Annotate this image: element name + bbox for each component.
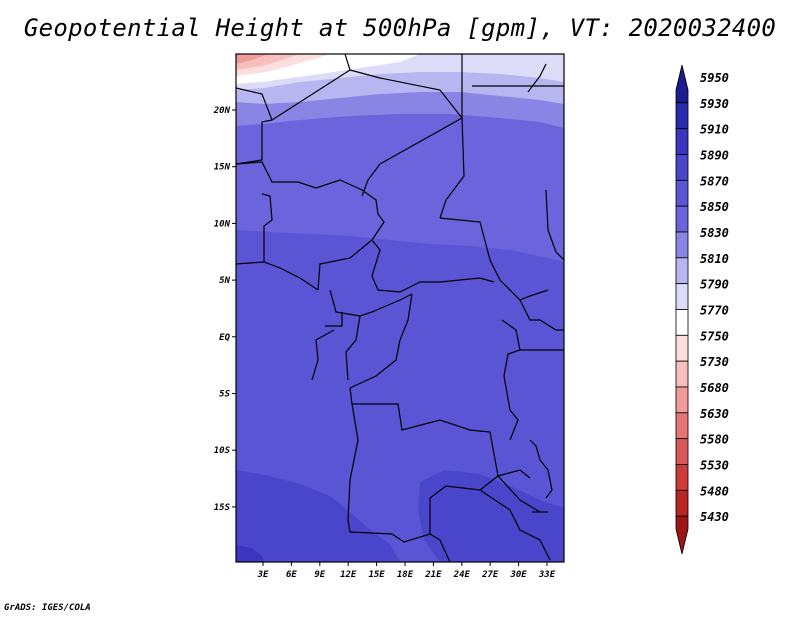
colorbar-swatch <box>675 64 689 104</box>
colorbar-label: 5790 <box>700 278 729 292</box>
border-line <box>236 161 385 241</box>
colorbar-label: 5680 <box>700 381 729 395</box>
colorbar-label: 5750 <box>700 329 729 343</box>
lon-tick-label: 30E <box>509 570 527 580</box>
lat-tick-label: 20N <box>213 106 231 116</box>
colorbar-label: 5730 <box>700 355 729 369</box>
colorbar-swatch <box>675 309 689 336</box>
colorbar-swatch <box>675 179 689 207</box>
border-line <box>349 531 451 562</box>
colorbar-swatch <box>675 438 689 465</box>
colorbar-swatch <box>675 205 689 233</box>
lat-tick-label: EQ <box>219 333 230 343</box>
border-line <box>345 315 361 381</box>
colorbar-swatch <box>675 360 689 388</box>
lat-tick-label: 5N <box>219 276 230 286</box>
colorbar-label: 5770 <box>700 304 729 318</box>
border-line <box>439 217 549 301</box>
colorbar-label: 5530 <box>700 459 729 473</box>
field-5910 <box>236 545 264 562</box>
colorbar-label: 5580 <box>700 433 729 447</box>
border-line <box>349 387 499 499</box>
colorbar-swatch <box>675 128 689 155</box>
lon-tick-label: 12E <box>340 570 357 580</box>
country-borders <box>236 54 564 562</box>
height-field <box>236 54 564 562</box>
footer-credit: GrADS: IGES/COLA <box>4 603 91 613</box>
border-line <box>371 239 440 293</box>
field-5890-southeast <box>418 470 564 562</box>
lat-tick-label: 10N <box>214 219 231 229</box>
border-line <box>497 469 531 479</box>
lon-tick-label: 27E <box>481 570 499 580</box>
border-line <box>317 239 373 291</box>
border-line <box>479 489 551 561</box>
colorbar-swatch <box>675 154 689 181</box>
colorbar-swatch <box>675 102 689 130</box>
lon-tick-label: 6E <box>286 570 297 580</box>
colorbar-label: 5810 <box>700 252 729 266</box>
lat-tick-label: 5S <box>219 390 230 400</box>
colorbar-swatch <box>675 515 689 555</box>
border-line <box>529 439 553 499</box>
colorbar-swatch <box>675 334 689 362</box>
border-line <box>503 375 519 441</box>
border-line <box>439 117 465 219</box>
longitude-axis: 3E 6E 9E 12E 15E 18E 21E 24E 27E 30E 33E <box>257 562 556 580</box>
lon-tick-label: 21E <box>424 570 442 580</box>
lon-tick-label: 24E <box>453 570 471 580</box>
colorbar-label: 5430 <box>700 510 729 524</box>
chart-title: Geopotential Height at 500hPa [gpm], VT:… <box>23 14 777 42</box>
lon-tick-label: 33E <box>538 570 556 580</box>
border-line <box>349 54 463 120</box>
colorbar-swatch <box>675 464 689 491</box>
colorbar-label: 5850 <box>700 200 729 214</box>
border-line <box>349 293 413 389</box>
lon-tick-label: 3E <box>257 570 269 580</box>
border-line <box>261 193 273 262</box>
lon-tick-label: 18E <box>397 570 414 580</box>
border-line <box>527 63 547 93</box>
latitude-axis: 20N 15N 10N 5N EQ 5S 10S 15S <box>213 106 236 513</box>
border-line <box>545 189 564 261</box>
border-line <box>519 299 564 331</box>
colorbar-label: 5480 <box>700 484 729 498</box>
colorbar-label: 5630 <box>700 407 729 421</box>
colorbar-swatch <box>675 489 689 517</box>
border-line <box>439 277 495 283</box>
lat-tick-label: 15S <box>214 503 231 513</box>
lon-tick-label: 9E <box>314 570 325 580</box>
colorbar-swatch <box>675 231 689 259</box>
lat-tick-label: 15N <box>214 163 231 173</box>
lat-tick-label: 10S <box>214 446 231 456</box>
colorbar-label: 5950 <box>700 71 729 85</box>
colorbar-swatch <box>675 257 689 285</box>
colorbar-label: 5910 <box>700 123 729 137</box>
colorbar-swatch <box>675 386 689 414</box>
coastline <box>311 329 335 381</box>
colorbar-swatch <box>675 283 689 310</box>
colorbar-label: 5870 <box>700 174 729 188</box>
colorbar-label: 5890 <box>700 149 729 163</box>
field-5680 <box>236 54 268 64</box>
colorbar-label: 5830 <box>700 226 729 240</box>
map-frame <box>235 53 565 563</box>
border-line <box>325 312 343 327</box>
border-line <box>236 87 273 165</box>
border-line <box>329 289 413 317</box>
colorbar-swatch <box>675 412 689 440</box>
border-line <box>361 117 463 197</box>
border-line <box>497 475 541 513</box>
border-line <box>236 261 319 291</box>
colorbar-label: 5930 <box>700 97 729 111</box>
colorbar: 5950 5930 5910 5890 5870 5850 5830 5810 5790 5770… <box>675 64 729 555</box>
lon-tick-label: 15E <box>368 570 385 580</box>
field-5890-deep <box>236 520 330 562</box>
border-line <box>347 403 359 533</box>
